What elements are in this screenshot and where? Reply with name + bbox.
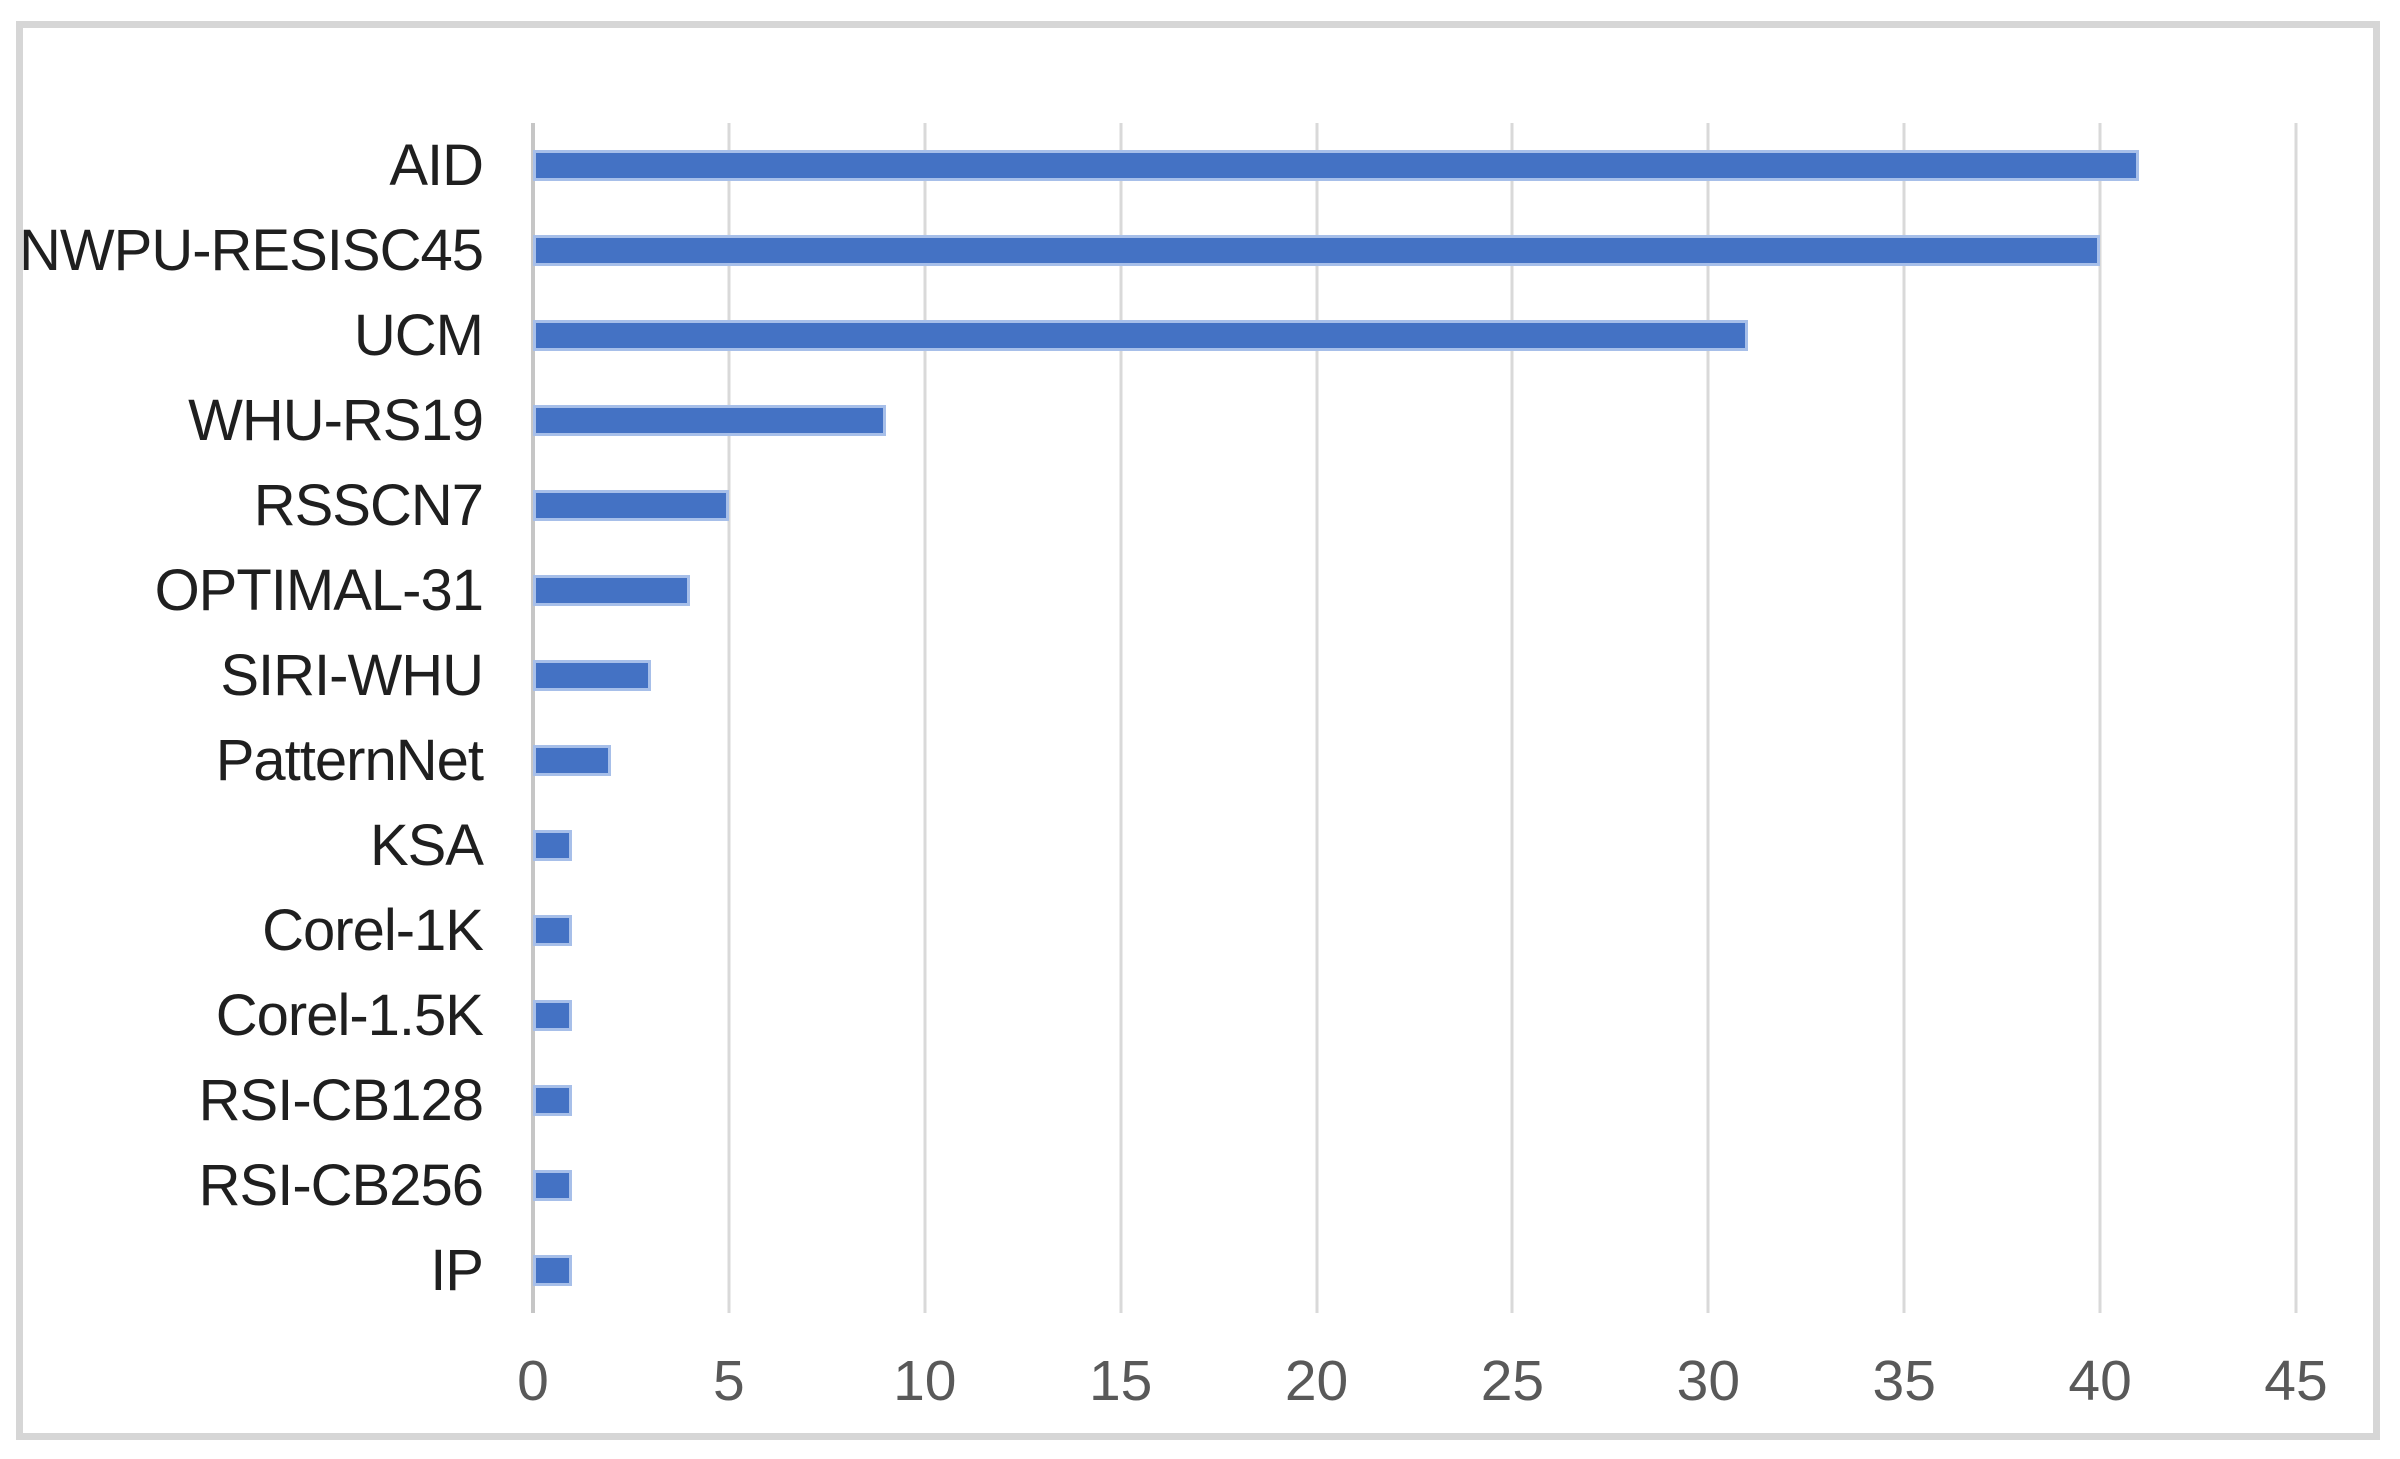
x-tick-label-20: 20 [1284, 1349, 1349, 1413]
bar-series [533, 123, 2296, 1313]
category-label-AID: AID [389, 133, 484, 198]
x-tick-label-0: 0 [517, 1349, 549, 1413]
bar-UCM [533, 320, 1748, 351]
gridline-x-35 [1902, 123, 1906, 1313]
category-label-RSSCN7: RSSCN7 [253, 473, 484, 538]
x-tick-label-35: 35 [1872, 1349, 1936, 1413]
gridline-x-45 [2294, 123, 2298, 1313]
plot-area [531, 123, 2298, 1313]
bar-RSSCN7 [533, 490, 729, 521]
bar-AID [533, 150, 2140, 181]
category-label-RSI-CB128: RSI-CB128 [198, 1068, 484, 1133]
bar-OPTIMAL-31 [533, 575, 690, 606]
bar-row [533, 973, 2296, 1058]
bar-Corel-1.5K [533, 1000, 573, 1031]
bar-row [533, 293, 2296, 378]
category-label-SIRI-WHU: SIRI-WHU [220, 643, 484, 708]
bar-row [533, 803, 2296, 888]
x-tick-label-45: 45 [2264, 1349, 2328, 1413]
bar-row [533, 1143, 2296, 1228]
category-label-UCM: UCM [353, 303, 484, 368]
x-tick-label-25: 25 [1480, 1349, 1545, 1413]
bar-row [533, 378, 2296, 463]
category-label-OPTIMAL-31: OPTIMAL-31 [154, 558, 484, 623]
bar-WHU-RS19 [533, 405, 886, 436]
x-tick-label-40: 40 [2068, 1349, 2132, 1413]
bar-row [533, 1228, 2296, 1313]
category-label-KSA: KSA [369, 813, 484, 878]
bar-row [533, 548, 2296, 633]
category-axis-line [531, 123, 535, 1313]
bar-RSI-CB256 [533, 1170, 573, 1201]
bar-row [533, 208, 2296, 293]
gridline-x-15 [1119, 123, 1123, 1313]
x-tick-label-15: 15 [1088, 1349, 1153, 1413]
bar-IP [533, 1255, 573, 1286]
category-label-Corel-1K: Corel-1K [262, 898, 484, 963]
bar-PatternNet [533, 745, 612, 776]
category-label-NWPU-RESISC45: NWPU-RESISC45 [19, 218, 484, 283]
gridline-x-40 [2098, 123, 2102, 1313]
gridline-x-10 [923, 123, 927, 1313]
gridline-x-5 [727, 123, 731, 1313]
x-tick-label-5: 5 [713, 1349, 745, 1413]
bar-row [533, 718, 2296, 803]
gridline-x-25 [1510, 123, 1514, 1313]
category-label-RSI-CB256: RSI-CB256 [198, 1153, 484, 1218]
category-label-IP: IP [430, 1238, 484, 1303]
bar-Corel-1K [533, 915, 573, 946]
category-axis-labels: AID NWPU-RESISC45 UCM WHU-RS19 RSSCN7 OPTIMAL… [19, 123, 484, 1313]
bar-NWPU-RESISC45 [533, 235, 2101, 266]
x-axis-tick-labels: 0 5 10 15 20 25 30 35 40 45 [517, 1336, 2328, 1426]
bar-SIRI-WHU [533, 660, 651, 691]
bar-row [533, 123, 2296, 208]
x-tick-label-30: 30 [1676, 1349, 1741, 1413]
bar-row [533, 463, 2296, 548]
gridline-x-20 [1315, 123, 1319, 1313]
chart-frame: AID NWPU-RESISC45 UCM WHU-RS19 RSSCN7 OPTIMAL… [16, 21, 2380, 1440]
bar-row [533, 633, 2296, 718]
gridline-x-30 [1706, 123, 1710, 1313]
bar-row [533, 888, 2296, 973]
bar-KSA [533, 830, 573, 861]
bar-row [533, 1058, 2296, 1143]
bar-RSI-CB128 [533, 1085, 573, 1116]
category-label-WHU-RS19: WHU-RS19 [188, 388, 484, 453]
category-label-PatternNet: PatternNet [215, 728, 484, 793]
x-tick-label-10: 10 [893, 1349, 957, 1413]
category-label-Corel-1.5K: Corel-1.5K [215, 983, 484, 1048]
